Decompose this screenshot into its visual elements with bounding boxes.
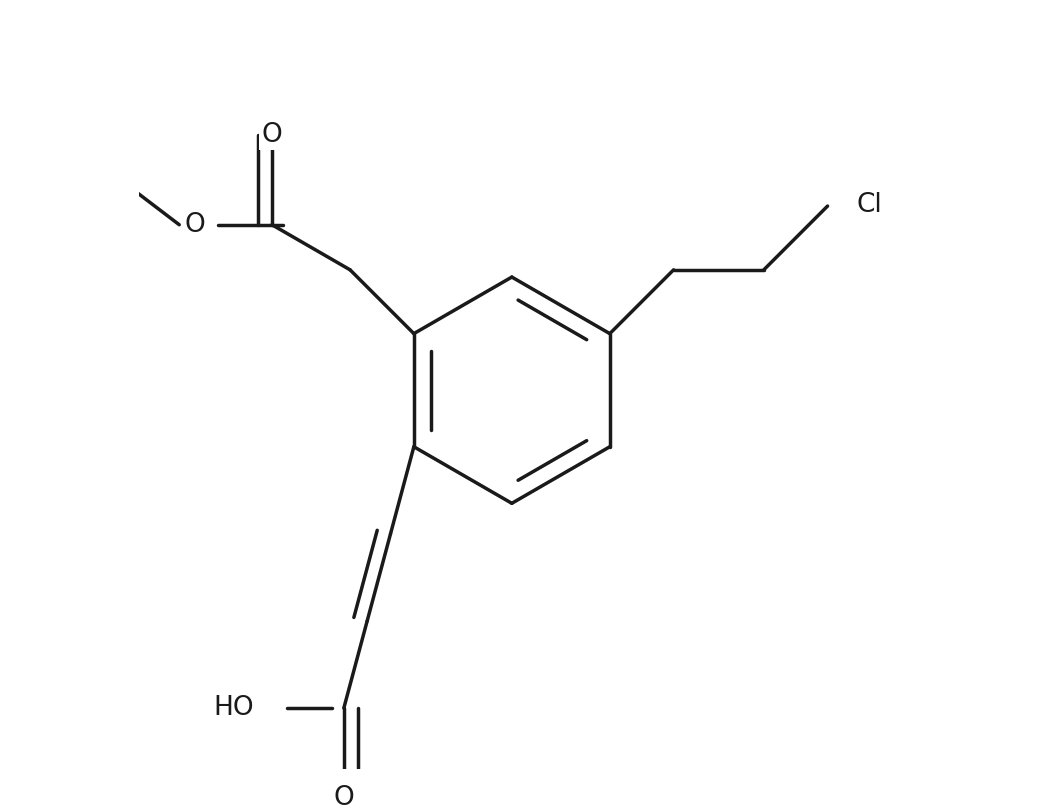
Text: HO: HO: [213, 695, 253, 721]
Text: O: O: [262, 122, 282, 147]
Text: O: O: [184, 211, 205, 238]
Text: Cl: Cl: [857, 191, 883, 218]
Text: O: O: [333, 786, 354, 810]
